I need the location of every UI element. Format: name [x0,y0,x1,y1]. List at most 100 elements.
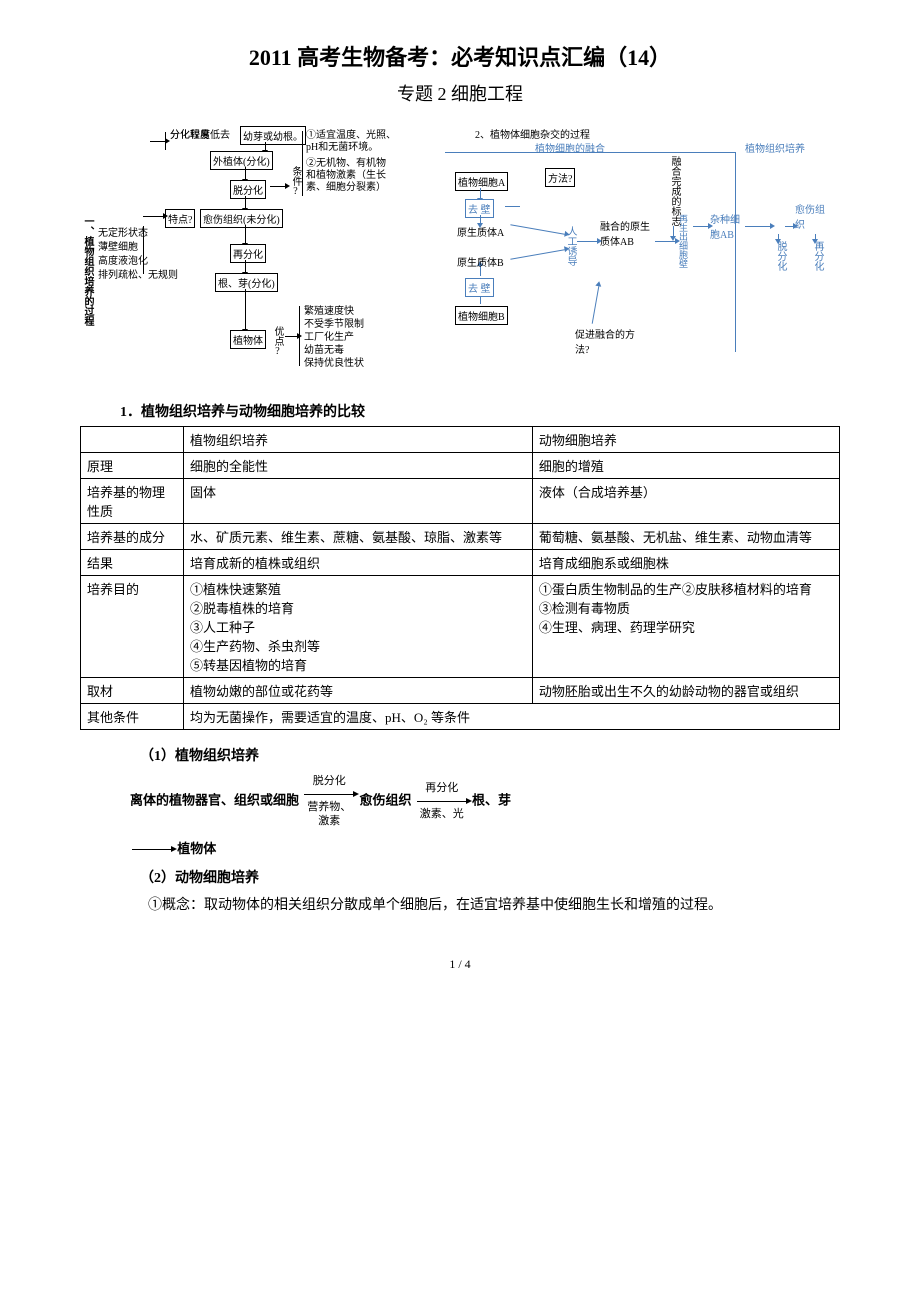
box: 愈伤组织(未分化) [200,209,283,228]
flow-start: 离体的植物器官、组织或细胞 [130,792,299,807]
arrow [245,289,246,329]
box: 再分化 [230,244,266,263]
arrow [510,224,564,235]
regen: 再生出细胞壁 [677,214,690,268]
arrow [150,141,165,142]
cell: 原理 [81,453,184,479]
header: 2、植物体细胞杂交的过程 [475,126,590,141]
txt: 素、细胞分裂素） [306,178,386,193]
arrow [285,336,297,337]
cell: ①蛋白质生物制品的生产②皮肤移植材料的培育 ③检测有毒物质 ④生理、病理、药理学… [532,576,839,678]
table-row: 植物组织培养 动物细胞培养 [81,427,840,453]
flow-end: 植物体 [177,841,216,856]
qw: 去 壁 [465,278,494,297]
table-heading: 1．植物组织培养与动物细胞培养的比较 [120,401,840,421]
txt: 营养物、 [307,801,351,813]
arrow-icon [132,849,172,850]
txt: 排列疏松、无规则 [98,266,178,281]
pA: 原生质体A [457,224,504,239]
promote: 促进融合的方法? [575,326,635,356]
box: 外植体(分化) [210,151,273,170]
cond-label: 条件? [288,166,303,197]
cell: 固体 [184,479,533,524]
right-diagram: 2、植物体细胞杂交的过程 植物细胞的融合 植物组织培养 植物细胞A 去 壁 原生… [445,126,835,386]
comparison-table: 植物组织培养 动物细胞培养 原理 细胞的全能性 细胞的增殖 培养基的物理性质 固… [80,426,840,730]
bracket [302,131,303,196]
cell: 培养目的 [81,576,184,678]
arrow-icon [417,801,467,802]
txt: 再分化 [425,782,458,794]
bracket [299,306,300,366]
cell: 植物幼嫩的部位或花药等 [184,678,533,704]
arrow [577,241,597,242]
arrow [778,234,779,239]
page-number: 1 / 4 [80,957,840,972]
cell: 葡萄糖、氨基酸、无机盐、维生素、动物血清等 [532,524,839,550]
arrow [480,215,481,223]
box: 幼芽或幼根。 [240,126,306,145]
txt: 脱分化 [313,775,346,787]
cell: 取材 [81,678,184,704]
arrow [270,186,285,187]
arrow-icon [304,794,354,795]
txt: pH和无菌环境。 [306,138,378,153]
cell: 培育成细胞系或细胞株 [532,550,839,576]
cell: 液体（合成培养基） [532,479,839,524]
cell: 动物胚胎或出生不久的幼龄动物的器官或组织 [532,678,839,704]
flow-mid2: 根、芽 [472,792,511,807]
arrow [480,188,481,198]
txt: 激素 [318,815,340,827]
cell: 细胞的全能性 [184,453,533,479]
page-subtitle: 专题 2 细胞工程 [80,80,840,106]
concept: ①概念：取动物体的相关组织分散成单个细胞后，在适宜培养基中使细胞生长和增殖的过程… [120,895,840,917]
txt: 激素、光 [420,808,464,820]
table-row: 原理 细胞的全能性 细胞的增殖 [81,453,840,479]
arrow [673,226,674,236]
table-row: 培养基的成分 水、矿质元素、维生素、蔗糖、氨基酸、琼脂、激素等 葡萄糖、氨基酸、… [81,524,840,550]
page-title: 2011 高考生物备考：必考知识点汇编（14） [80,40,840,72]
table-row: 取材 植物幼嫩的部位或花药等 动物胚胎或出生不久的幼龄动物的器官或组织 [81,678,840,704]
flow-1: 离体的植物器官、组织或细胞 脱分化 营养物、 激素 愈伤组织 再分化 激素、光 … [130,775,840,828]
arrow [655,241,675,242]
left-diagram: 一、植物组织培养的过程 分化程度低去 分化较易 幼芽或幼根。 外植体(分化) 脱… [80,126,435,386]
tuofen: 脱分化 [773,241,788,271]
flow-label: 再分化 激素、光 [415,782,469,822]
arrow [815,234,816,239]
cell: 水、矿质元素、维生素、蔗糖、氨基酸、琼脂、激素等 [184,524,533,550]
arrow [265,142,266,150]
fused: 融合的原生质体AB [600,218,655,248]
feat-label: 特点? [165,209,195,228]
cell: 结果 [81,550,184,576]
arrow [505,206,520,207]
box: 植物体 [230,330,266,349]
divider [735,152,736,352]
arrow [245,225,246,243]
table-row: 其他条件 均为无菌操作，需要适宜的温度、pH、O₂ 等条件 [81,704,840,730]
txt: 保持优良性状 [304,354,364,369]
cell: 植物组织培养 [184,427,533,453]
table-row: 培养目的 ①植株快速繁殖 ②脱毒植株的培育 ③人工种子 ④生产药物、杀虫剂等 ⑤… [81,576,840,678]
sec1: （1）植物组织培养 [140,745,840,765]
arrow [245,196,246,208]
cell: ①植株快速繁殖 ②脱毒植株的培育 ③人工种子 ④生产药物、杀虫剂等 ⑤转基因植物… [184,576,533,678]
txt: 薄壁细胞 [98,238,138,253]
callus: 愈伤组织 [795,201,825,231]
side-title: 一、植物组织培养的过程 [80,216,95,326]
cell: 培养基的物理性质 [81,479,184,524]
hybrid: 杂种细胞AB [710,211,745,241]
txt: 无定形状态 [98,224,148,239]
cell: 动物细胞培养 [532,427,839,453]
method: 方法? [545,168,575,187]
arrow [592,286,600,324]
flow-mid1: 愈伤组织 [360,792,412,807]
arrow [745,226,770,227]
cellA: 植物细胞A [455,172,508,191]
arrow [148,216,163,217]
adv-label: 优点? [270,326,285,357]
divider [445,152,735,153]
cell: 其他条件 [81,704,184,730]
cellB: 植物细胞B [455,306,508,325]
table-row: 结果 培育成新的植株或组织 培育成细胞系或细胞株 [81,550,840,576]
arrow [785,226,793,227]
txt: 分化较易 [170,126,210,141]
